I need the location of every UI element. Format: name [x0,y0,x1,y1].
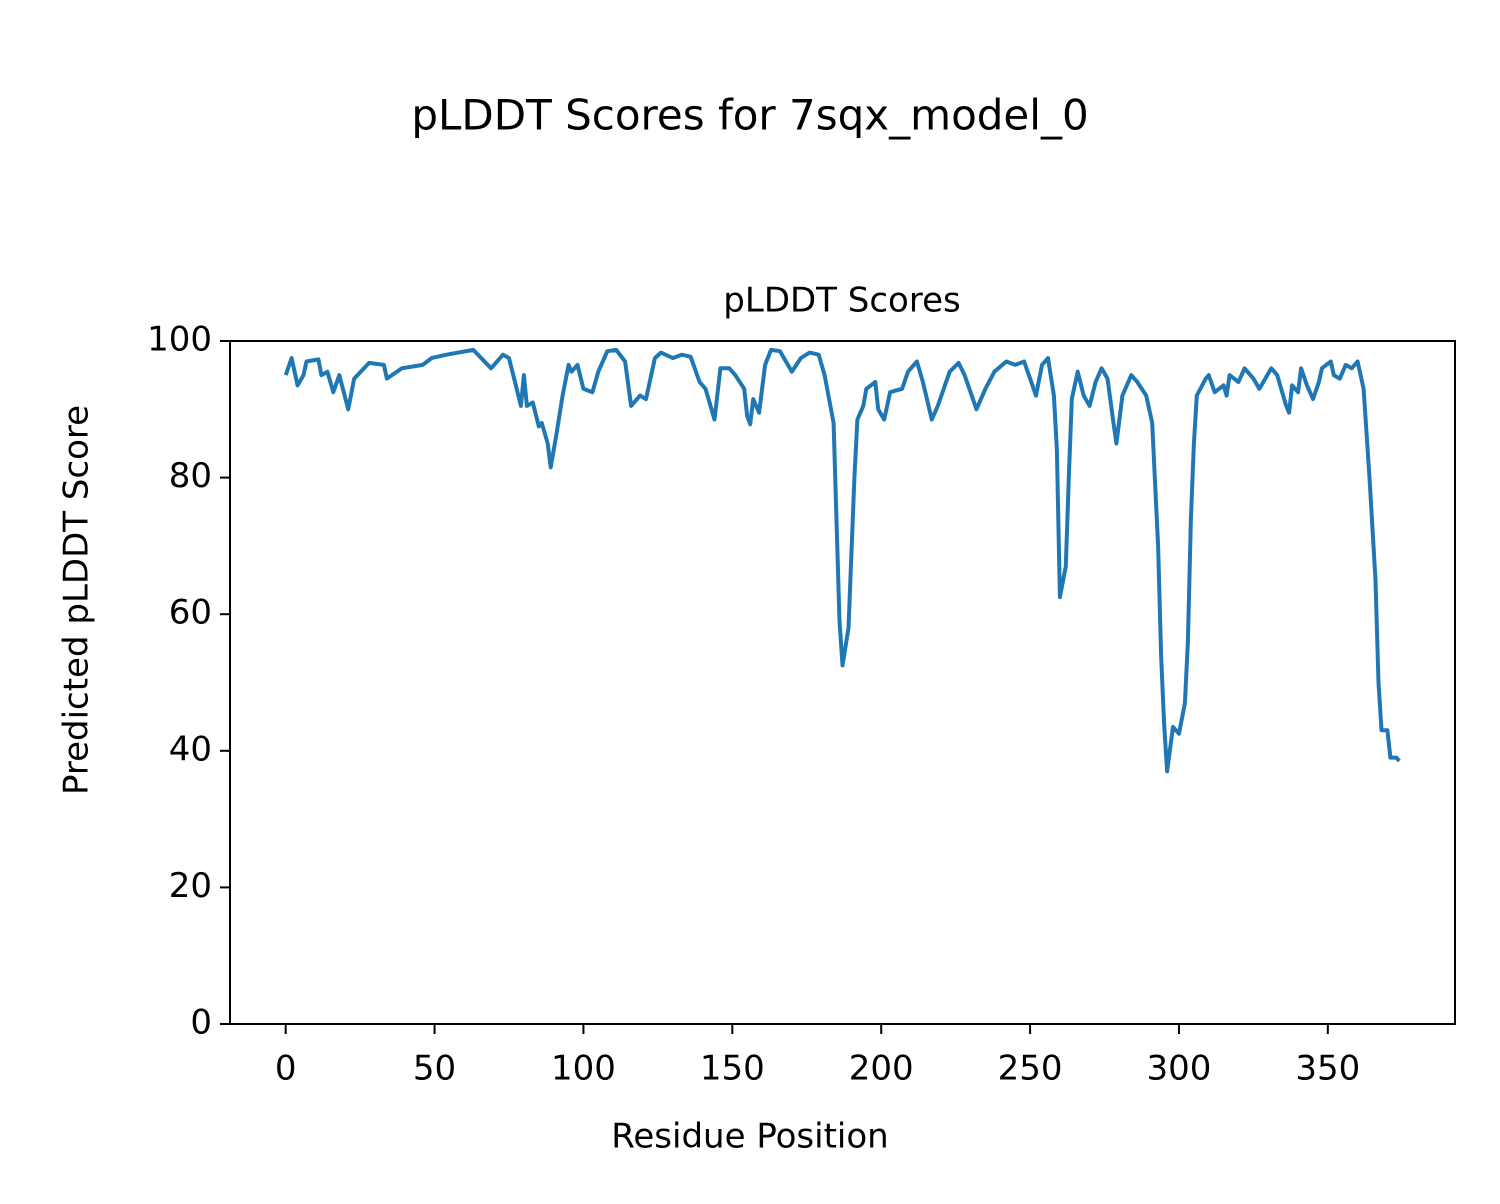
y-tick-label: 0 [190,1003,212,1043]
x-axis-label: Residue Position [611,1117,888,1157]
x-tick-label: 100 [551,1049,616,1089]
suptitle: pLDDT Scores for 7sqx_model_0 [411,91,1088,140]
data-line [283,347,1401,774]
x-tick-label: 300 [1147,1049,1212,1089]
x-tick-label: 200 [849,1049,914,1089]
x-tick-label: 0 [275,1049,297,1089]
y-tick-label: 60 [169,593,212,633]
x-tick-label: 50 [413,1049,456,1089]
plot-frame [229,340,1456,1025]
y-tick-label: 20 [169,866,212,906]
y-axis-label: Predicted pLDDT Score [57,405,97,795]
x-tick-label: 150 [700,1049,765,1089]
chart-title: pLDDT Scores [723,281,960,321]
y-tick-label: 100 [147,320,212,360]
x-tick-label: 250 [998,1049,1063,1089]
x-tick-label: 350 [1295,1049,1360,1089]
y-tick-label: 40 [169,729,212,769]
y-tick-label: 80 [169,456,212,496]
